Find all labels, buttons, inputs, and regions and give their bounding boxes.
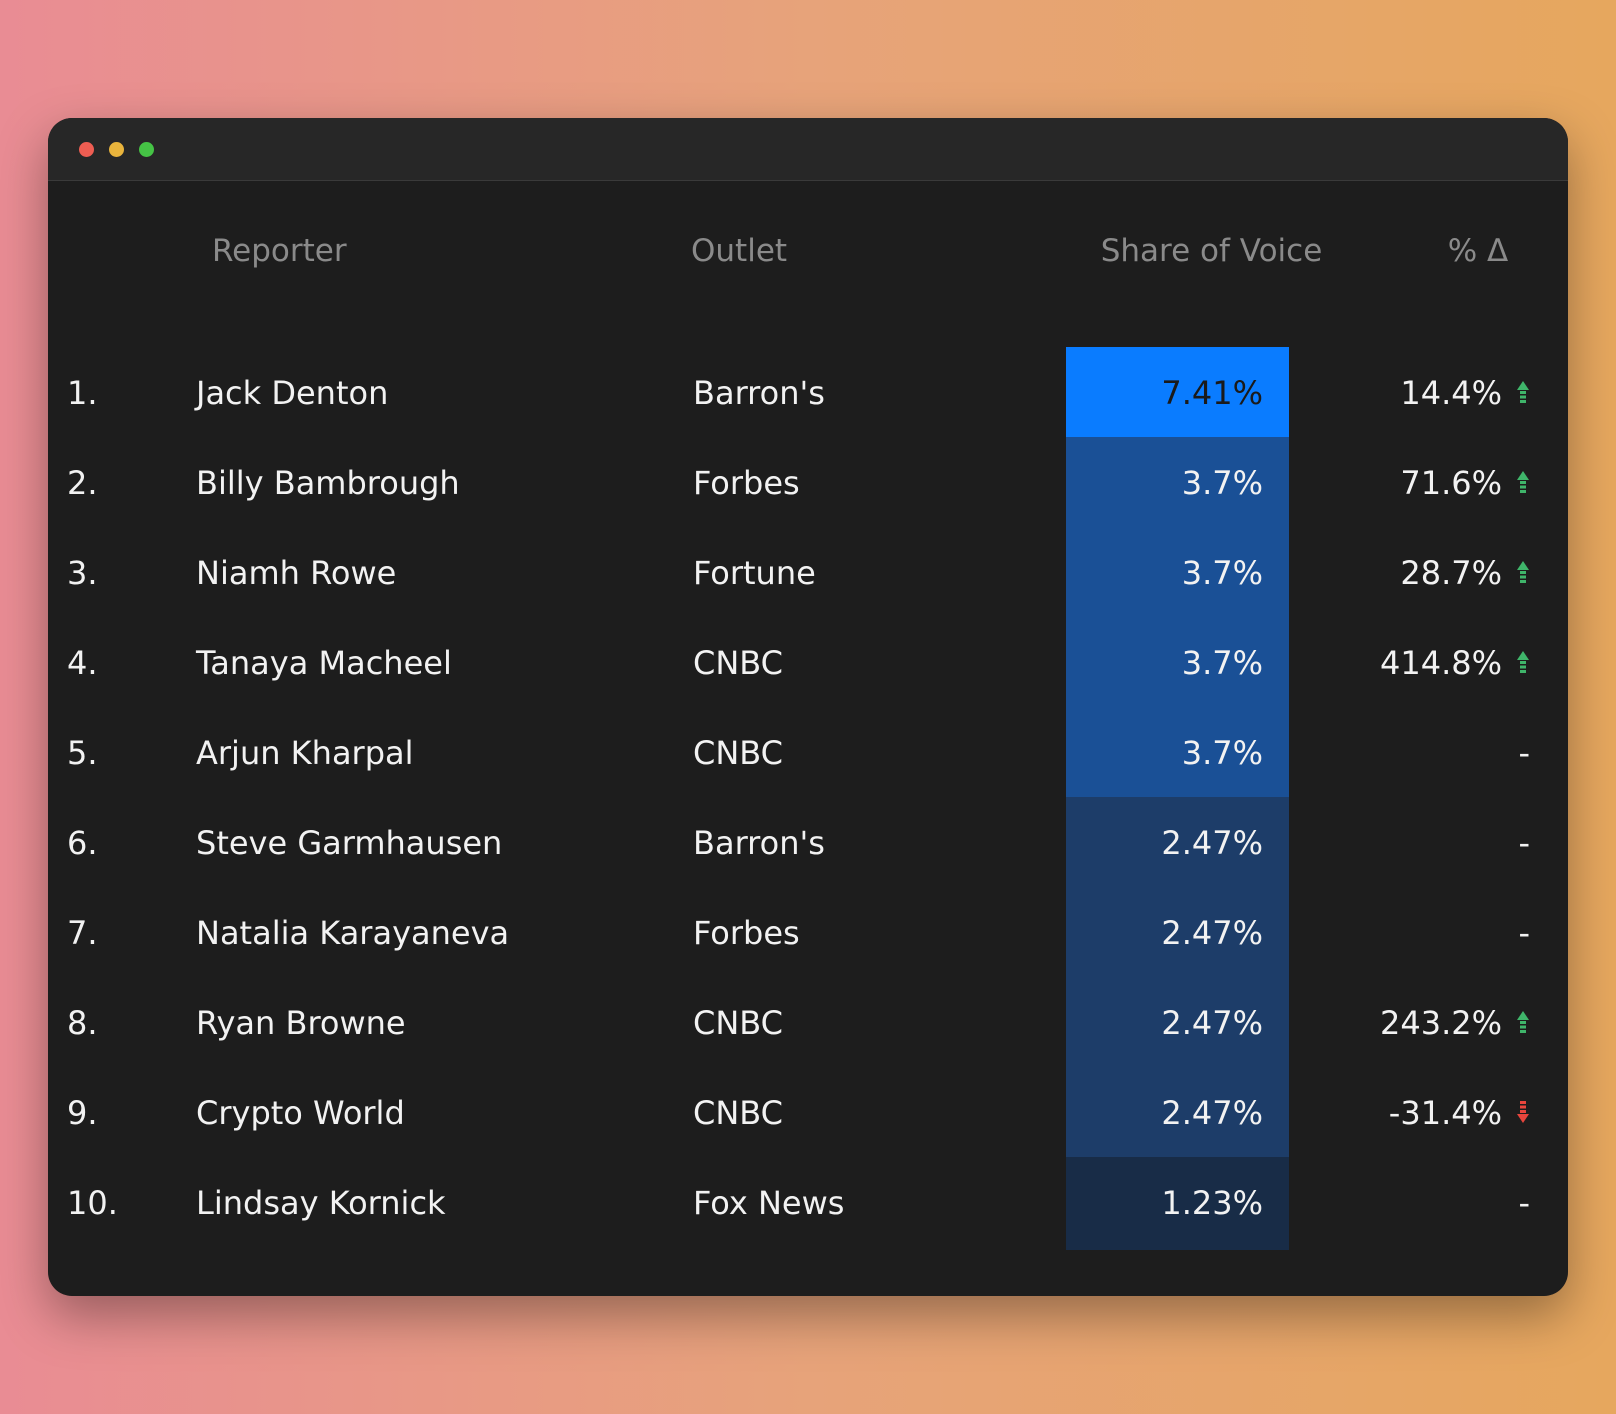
share-of-voice-cell: 2.47% (1066, 1067, 1289, 1160)
percent-change-empty: - (1518, 1184, 1530, 1222)
table-row[interactable]: 4. Tanaya Macheel CNBC 3.7% 414.8% (48, 617, 1568, 710)
percent-change-cell: 414.8% (1380, 617, 1530, 710)
row-rank: 4. (67, 644, 98, 682)
row-rank: 2. (67, 464, 98, 502)
percent-change-cell: 243.2% (1380, 977, 1530, 1070)
maximize-window-button[interactable] (139, 142, 154, 157)
share-of-voice-cell: 3.7% (1066, 527, 1289, 620)
reporter-name: Ryan Browne (196, 1004, 406, 1042)
trend-up-arrow-icon (1516, 649, 1530, 675)
app-window: Reporter Outlet Share of Voice % Δ 1. Jac… (48, 118, 1568, 1296)
table-row[interactable]: 6. Steve Garmhausen Barron's 2.47% - (48, 797, 1568, 890)
reporter-name: Arjun Kharpal (196, 734, 414, 772)
percent-change-value: 414.8% (1379, 644, 1502, 682)
table-row[interactable]: 8. Ryan Browne CNBC 2.47% 243.2% (48, 977, 1568, 1070)
reporter-name: Crypto World (196, 1094, 405, 1132)
share-of-voice-cell: 3.7% (1066, 707, 1289, 800)
row-rank: 5. (67, 734, 98, 772)
table-row[interactable]: 3. Niamh Rowe Fortune 3.7% 28.7% (48, 527, 1568, 620)
outlet-name: CNBC (693, 644, 784, 682)
table-row[interactable]: 9. Crypto World CNBC 2.47% -31.4% (48, 1067, 1568, 1160)
trend-down-arrow-icon (1516, 1099, 1530, 1125)
outlet-name: Barron's (693, 374, 825, 412)
percent-change-empty: - (1518, 824, 1530, 862)
share-of-voice-cell: 1.23% (1066, 1157, 1289, 1250)
table-row[interactable]: 1. Jack Denton Barron's 7.41% 14.4% (48, 347, 1568, 440)
column-header-percent-change: % Δ (1447, 233, 1509, 269)
outlet-name: Forbes (693, 464, 800, 502)
outlet-name: CNBC (693, 1004, 784, 1042)
percent-change-cell: 14.4% (1400, 347, 1530, 440)
row-rank: 9. (67, 1094, 98, 1132)
share-of-voice-cell: 3.7% (1066, 437, 1289, 530)
outlet-name: CNBC (693, 1094, 784, 1132)
reporter-name: Billy Bambrough (196, 464, 460, 502)
row-rank: 6. (67, 824, 98, 862)
share-of-voice-cell: 2.47% (1066, 977, 1289, 1070)
column-header-reporter: Reporter (212, 233, 347, 269)
minimize-window-button[interactable] (109, 142, 124, 157)
row-rank: 3. (67, 554, 98, 592)
percent-change-cell: 71.6% (1400, 437, 1530, 530)
title-bar (48, 118, 1568, 181)
share-of-voice-cell: 2.47% (1066, 887, 1289, 980)
reporter-name: Jack Denton (196, 374, 389, 412)
reporter-name: Natalia Karayaneva (196, 914, 510, 952)
percent-change-value: 71.6% (1400, 464, 1502, 502)
percent-change-value: 28.7% (1400, 554, 1502, 592)
share-of-voice-cell: 3.7% (1066, 617, 1289, 710)
table-row[interactable]: 5. Arjun Kharpal CNBC 3.7% - (48, 707, 1568, 800)
table-row[interactable]: 10. Lindsay Kornick Fox News 1.23% - (48, 1157, 1568, 1250)
row-rank: 7. (67, 914, 98, 952)
percent-change-cell: 28.7% (1400, 527, 1530, 620)
percent-change-value: 243.2% (1379, 1004, 1502, 1042)
percent-change-value: 14.4% (1400, 374, 1502, 412)
outlet-name: Fortune (693, 554, 816, 592)
percent-change-value: -31.4% (1388, 1094, 1502, 1132)
percent-change-cell: -31.4% (1389, 1067, 1530, 1160)
outlet-name: Fox News (693, 1184, 845, 1222)
row-rank: 8. (67, 1004, 98, 1042)
outlet-name: Forbes (693, 914, 800, 952)
percent-change-empty: - (1518, 734, 1530, 772)
share-of-voice-cell: 2.47% (1066, 797, 1289, 890)
outlet-name: Barron's (693, 824, 825, 862)
outlet-name: CNBC (693, 734, 784, 772)
share-of-voice-cell: 7.41% (1066, 347, 1289, 440)
trend-up-arrow-icon (1516, 1009, 1530, 1035)
column-header-outlet: Outlet (691, 233, 788, 269)
reporter-name: Lindsay Kornick (196, 1184, 446, 1222)
reporter-name: Niamh Rowe (196, 554, 397, 592)
trend-up-arrow-icon (1516, 469, 1530, 495)
row-rank: 10. (67, 1184, 118, 1222)
reporter-name: Tanaya Macheel (196, 644, 452, 682)
close-window-button[interactable] (79, 142, 94, 157)
percent-change-empty: - (1518, 914, 1530, 952)
table-row[interactable]: 2. Billy Bambrough Forbes 3.7% 71.6% (48, 437, 1568, 530)
row-rank: 1. (67, 374, 98, 412)
table-row[interactable]: 7. Natalia Karayaneva Forbes 2.47% - (48, 887, 1568, 980)
reporter-name: Steve Garmhausen (196, 824, 503, 862)
trend-up-arrow-icon (1516, 379, 1530, 405)
column-header-share-of-voice: Share of Voice (1100, 233, 1323, 269)
trend-up-arrow-icon (1516, 559, 1530, 585)
